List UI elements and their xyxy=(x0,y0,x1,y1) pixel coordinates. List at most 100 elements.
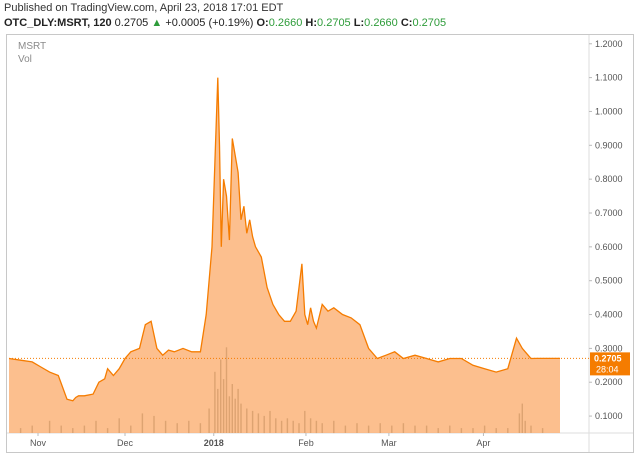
volume-bar xyxy=(222,379,225,433)
volume-bar xyxy=(414,425,416,433)
volume-bar xyxy=(72,428,74,433)
volume-bar xyxy=(257,413,260,433)
change-value: +0.0005 (+0.19%) xyxy=(165,17,254,29)
low-label: L: xyxy=(353,17,365,29)
volume-bar xyxy=(356,423,358,433)
volume-bar xyxy=(246,408,248,433)
volume-bar xyxy=(141,413,144,433)
volume-bar xyxy=(164,420,167,434)
volume-bar xyxy=(298,423,300,433)
x-tick-label: Mar xyxy=(381,438,397,448)
volume-bar xyxy=(315,420,318,434)
volume-bar xyxy=(251,410,254,433)
volume-bar xyxy=(541,428,544,433)
x-tick-label: Nov xyxy=(30,438,47,448)
y-tick-label: 0.1000 xyxy=(595,411,623,421)
volume-bar xyxy=(309,418,312,433)
x-tick-label: Apr xyxy=(476,438,490,448)
volume-bar xyxy=(234,398,236,433)
countdown-label: 28:04 xyxy=(596,364,619,374)
open-value: 0.2660 xyxy=(268,17,303,29)
volume-bar xyxy=(214,371,216,434)
volume-bar xyxy=(263,415,265,434)
symbol-line: OTC_DLY:MSRT, 120 0.2705 ▲ +0.0005 (+0.1… xyxy=(4,17,446,29)
y-tick-label: 0.3000 xyxy=(595,343,623,353)
price-line xyxy=(8,77,560,402)
legend-symbol: MSRT xyxy=(18,41,47,52)
y-tick-label: 0.5000 xyxy=(595,276,623,286)
volume-bar xyxy=(425,425,428,433)
volume-bar xyxy=(344,425,347,433)
volume-bar xyxy=(391,425,393,433)
chart-panel[interactable]: MSRT Vol 1.2000 1.1000 1.0000 0.9000 0.8000 0… xyxy=(6,34,634,453)
volume-bar xyxy=(518,413,521,433)
published-line: Published on TradingView.com, April 23, … xyxy=(4,2,284,14)
y-tick-label: 0.8000 xyxy=(595,174,623,184)
volume-bar xyxy=(19,428,22,433)
volume-bar xyxy=(106,428,109,433)
y-tick-label: 1.0000 xyxy=(595,106,623,116)
volume-bar xyxy=(83,425,86,433)
volume-bar xyxy=(530,425,532,433)
volume-bar xyxy=(231,384,233,433)
y-tick-label: 0.4000 xyxy=(595,310,623,320)
volume-bar xyxy=(292,420,294,434)
volume-bar xyxy=(367,425,370,433)
volume-bar xyxy=(304,410,306,433)
y-tick-label: 0.9000 xyxy=(595,140,623,150)
volume-bar xyxy=(449,425,451,433)
volume-bar xyxy=(275,418,277,433)
volume-bar xyxy=(269,410,271,433)
volume-bar xyxy=(48,420,51,434)
volume-bar xyxy=(208,408,210,433)
volume-bar xyxy=(228,396,231,433)
volume-bar xyxy=(280,420,283,434)
volume-bar xyxy=(130,425,132,433)
open-label: O: xyxy=(256,17,269,29)
volume-bar xyxy=(118,418,120,433)
high-label: H: xyxy=(305,17,318,29)
volume-bar xyxy=(460,428,463,433)
y-tick-label: 0.6000 xyxy=(595,242,623,252)
volume-bar xyxy=(495,428,497,433)
high-value: 0.2705 xyxy=(317,17,351,29)
volume-bar xyxy=(437,428,439,433)
legend-volume: Vol xyxy=(18,54,32,65)
y-tick-label: 1.2000 xyxy=(595,39,623,49)
x-tick-label: Feb xyxy=(298,438,314,448)
close-value: 0.2705 xyxy=(412,17,447,29)
y-tick-label: 1.1000 xyxy=(595,73,623,83)
volume-bar xyxy=(402,423,405,433)
volume-bar xyxy=(153,415,155,434)
last-price-tag xyxy=(590,352,630,376)
volume-bar xyxy=(507,428,509,433)
close-label: C: xyxy=(400,17,413,29)
volume-bar xyxy=(31,425,33,433)
volume-bar xyxy=(176,423,178,433)
volume-bar xyxy=(60,425,62,433)
price-area xyxy=(9,77,560,433)
volume-bar xyxy=(321,423,323,433)
change-arrow-icon: ▲ xyxy=(151,17,163,29)
volume-bar xyxy=(199,423,202,433)
x-tick-label: Dec xyxy=(117,438,134,448)
volume-bar xyxy=(379,423,381,433)
price-chart[interactable]: 1.2000 1.1000 1.0000 0.9000 0.8000 0.7000 0.60… xyxy=(7,35,633,452)
y-tick-label: 0.2000 xyxy=(595,377,623,387)
volume-bar xyxy=(524,420,526,434)
volume-bar xyxy=(521,403,523,433)
volume-bar xyxy=(188,420,190,434)
volume-bar xyxy=(220,359,222,433)
volume-bar xyxy=(95,420,97,434)
volume-bar xyxy=(472,428,474,433)
y-tick-label: 0.7000 xyxy=(595,208,623,218)
volume-bar xyxy=(483,425,486,433)
symbol-label: OTC_DLY:MSRT, 120 xyxy=(4,17,112,29)
low-value: 0.2660 xyxy=(364,17,398,29)
last-price-label: 0.2705 xyxy=(594,353,622,363)
volume-bar xyxy=(240,403,242,433)
x-tick-label: 2018 xyxy=(204,438,224,448)
volume-bar xyxy=(333,420,335,434)
volume-bar xyxy=(237,388,239,433)
volume-bar xyxy=(286,418,289,433)
